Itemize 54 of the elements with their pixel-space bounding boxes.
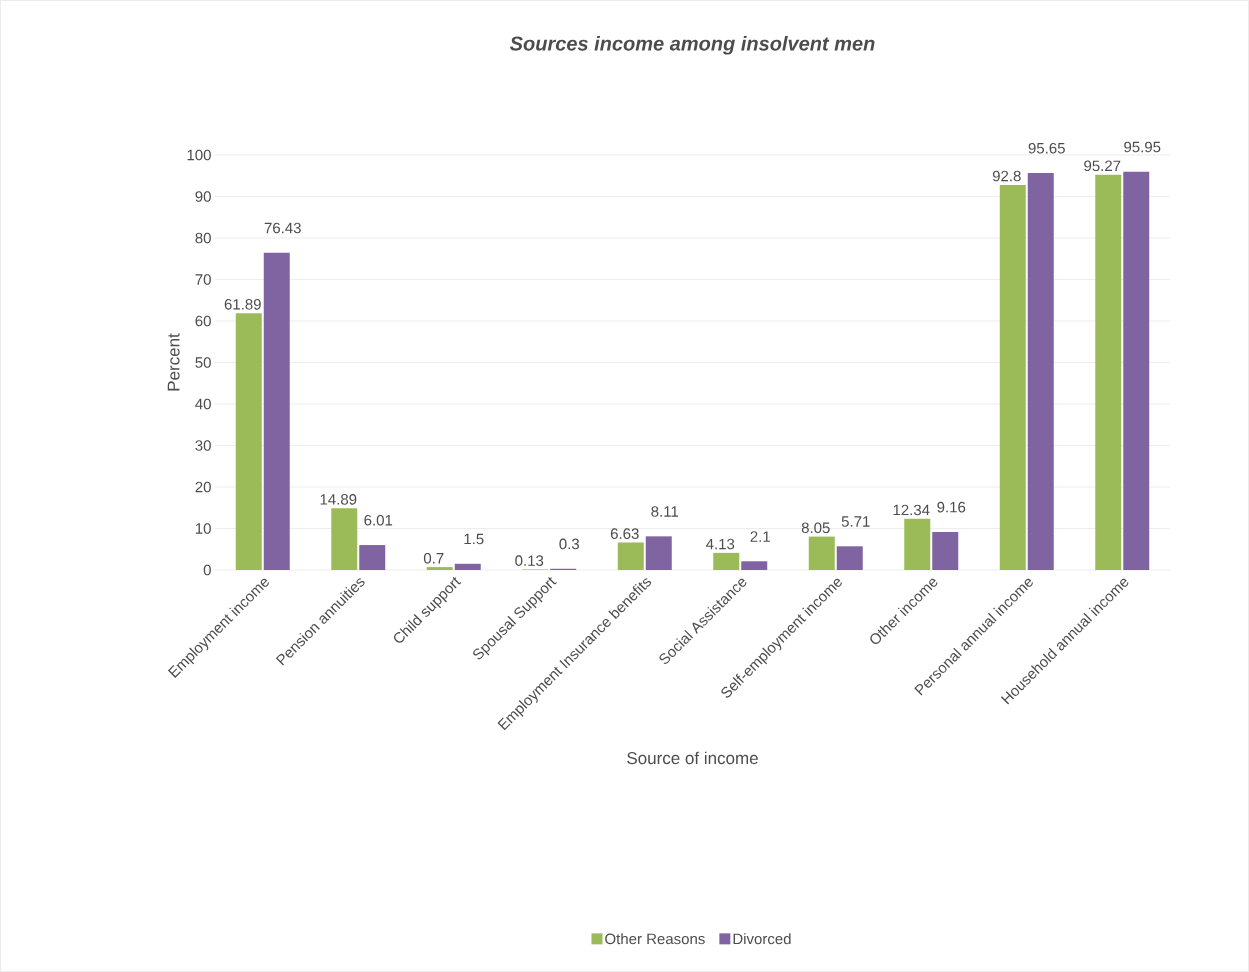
chart-title: Sources income among insolvent men — [509, 35, 875, 55]
y-tick-label: 40 — [195, 398, 211, 410]
legend-label: Other Reasons — [605, 933, 705, 945]
y-tick-label: 50 — [195, 357, 211, 368]
data-label: 9.16 — [937, 501, 966, 513]
y-tick-label: 30 — [195, 440, 211, 451]
data-label: 5.71 — [841, 516, 870, 527]
data-label: 1.5 — [464, 533, 484, 545]
bar — [617, 542, 644, 570]
bar — [359, 545, 386, 570]
data-label: 0.3 — [559, 538, 580, 550]
data-label: 0.7 — [423, 552, 444, 564]
bar — [1095, 174, 1122, 570]
data-label: 8.11 — [651, 506, 679, 517]
bar — [263, 252, 290, 570]
bar — [426, 567, 453, 570]
data-label: 12.34 — [893, 504, 930, 516]
bar — [235, 313, 262, 570]
data-label: 4.13 — [706, 538, 735, 550]
data-label: 14.89 — [320, 494, 357, 505]
bar — [999, 184, 1026, 570]
data-label: 0.13 — [515, 555, 544, 566]
bar — [454, 563, 481, 570]
data-label: 61.89 — [224, 299, 261, 310]
data-label: 92.8 — [992, 170, 1021, 182]
y-tick-label: 100 — [187, 149, 211, 161]
y-tick-label: 20 — [195, 481, 211, 493]
data-label: 6.01 — [364, 514, 393, 526]
data-label: 76.43 — [264, 222, 301, 234]
data-label: 95.27 — [1084, 160, 1121, 172]
y-tick-label: 60 — [195, 315, 211, 327]
y-tick-label: 90 — [195, 191, 211, 202]
y-tick-label: 80 — [195, 232, 211, 244]
y-tick-label: 0 — [203, 564, 211, 576]
bar — [808, 536, 835, 570]
bar — [836, 546, 863, 570]
x-axis-title: Source of income — [627, 751, 758, 765]
legend-label: Divorced — [733, 933, 791, 945]
bar — [1027, 173, 1054, 570]
y-tick-label: 10 — [195, 523, 211, 534]
data-label: 95.95 — [1124, 141, 1161, 153]
bar — [645, 536, 672, 570]
bar — [932, 531, 959, 570]
bar — [331, 508, 358, 570]
data-label: 8.05 — [801, 522, 830, 534]
data-label: 6.63 — [610, 528, 639, 539]
y-axis-title: Percent — [167, 333, 180, 391]
y-tick-label: 70 — [195, 274, 211, 285]
bar — [713, 552, 740, 570]
bar — [1123, 171, 1150, 570]
bar — [741, 561, 768, 570]
data-label: 2.1 — [750, 531, 770, 542]
data-label: 95.65 — [1028, 142, 1065, 154]
bar — [904, 518, 931, 570]
